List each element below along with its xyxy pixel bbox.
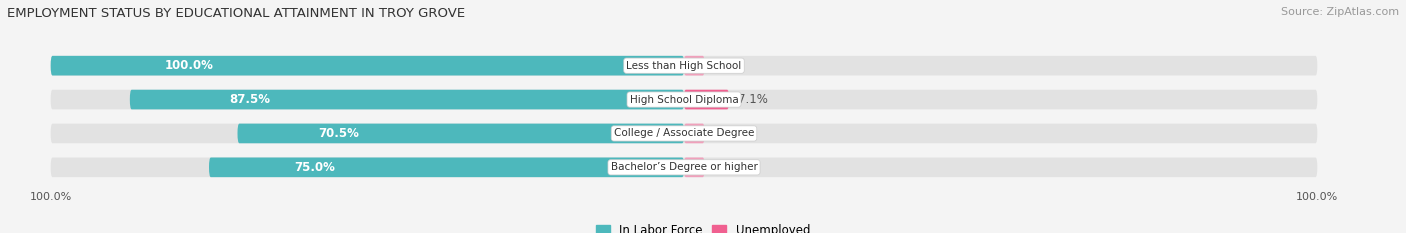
Text: 75.0%: 75.0% — [294, 161, 336, 174]
Text: Bachelor’s Degree or higher: Bachelor’s Degree or higher — [610, 162, 758, 172]
Text: 0.0%: 0.0% — [714, 59, 744, 72]
Text: 87.5%: 87.5% — [229, 93, 270, 106]
Text: 0.0%: 0.0% — [714, 127, 744, 140]
FancyBboxPatch shape — [209, 158, 683, 177]
Text: 100.0%: 100.0% — [30, 192, 72, 202]
Text: 70.5%: 70.5% — [318, 127, 359, 140]
FancyBboxPatch shape — [51, 56, 683, 75]
FancyBboxPatch shape — [51, 56, 1317, 75]
FancyBboxPatch shape — [51, 124, 1317, 143]
Text: Less than High School: Less than High School — [627, 61, 741, 71]
Text: EMPLOYMENT STATUS BY EDUCATIONAL ATTAINMENT IN TROY GROVE: EMPLOYMENT STATUS BY EDUCATIONAL ATTAINM… — [7, 7, 465, 20]
Text: 7.1%: 7.1% — [738, 93, 768, 106]
Text: 100.0%: 100.0% — [165, 59, 214, 72]
FancyBboxPatch shape — [683, 158, 704, 177]
FancyBboxPatch shape — [238, 124, 683, 143]
FancyBboxPatch shape — [51, 90, 1317, 109]
FancyBboxPatch shape — [129, 90, 683, 109]
FancyBboxPatch shape — [683, 124, 704, 143]
Legend: In Labor Force, Unemployed: In Labor Force, Unemployed — [591, 219, 815, 233]
Text: 100.0%: 100.0% — [1296, 192, 1339, 202]
Text: Source: ZipAtlas.com: Source: ZipAtlas.com — [1281, 7, 1399, 17]
Text: College / Associate Degree: College / Associate Degree — [614, 128, 754, 138]
FancyBboxPatch shape — [683, 56, 704, 75]
Text: 0.0%: 0.0% — [714, 161, 744, 174]
Text: High School Diploma: High School Diploma — [630, 95, 738, 105]
FancyBboxPatch shape — [51, 158, 1317, 177]
FancyBboxPatch shape — [683, 90, 728, 109]
